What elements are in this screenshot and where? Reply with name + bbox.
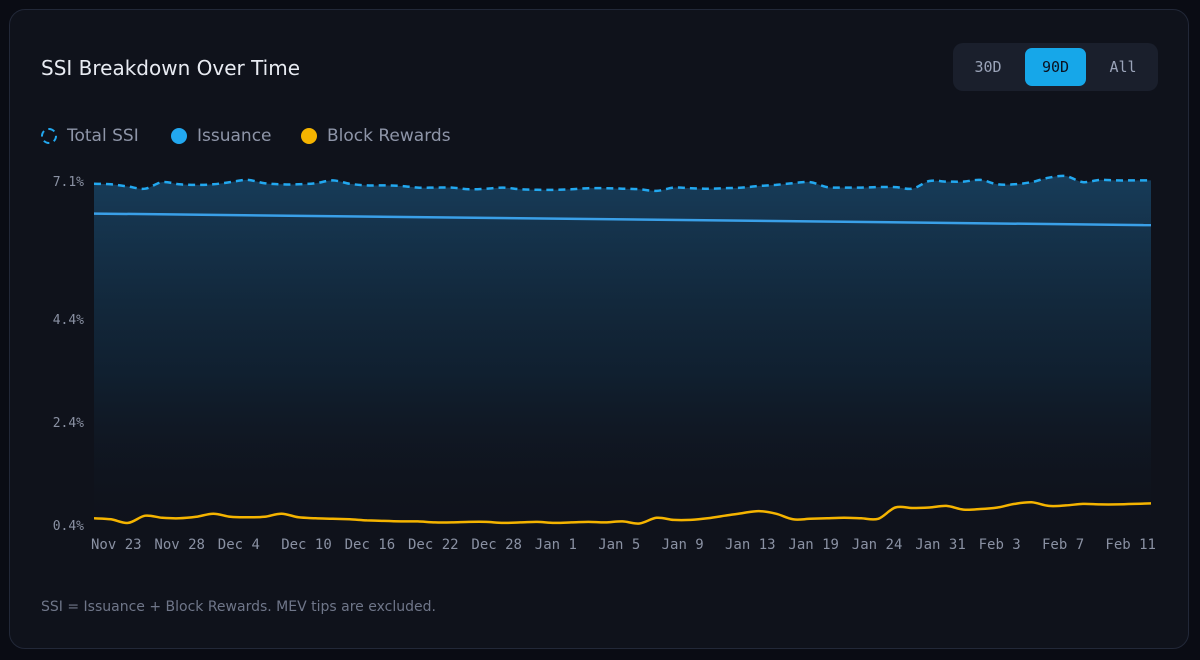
legend-label: Issuance <box>197 126 272 146</box>
range-30d-button[interactable]: 30D <box>958 48 1018 86</box>
y-tick-label: 0.4% <box>53 519 84 534</box>
x-tick-label: Dec 16 <box>345 537 396 553</box>
total-ssi-line <box>94 174 1151 193</box>
dot-icon <box>301 128 317 144</box>
x-tick-label: Feb 11 <box>1105 537 1156 553</box>
x-tick-label: Nov 28 <box>154 537 205 553</box>
x-tick-label: Feb 17 <box>1169 537 1200 553</box>
x-tick-label: Jan 13 <box>725 537 776 553</box>
x-tick-label: Jan 5 <box>598 537 640 553</box>
block-rewards-line <box>94 500 1152 525</box>
dashed-ring-icon <box>41 128 57 144</box>
range-90d-button[interactable]: 90D <box>1025 48 1086 86</box>
x-tick-label: Feb 7 <box>1042 537 1084 553</box>
dot-icon <box>171 128 187 144</box>
legend-label: Total SSI <box>67 126 139 146</box>
range-all-button[interactable]: All <box>1093 48 1153 86</box>
x-tick-label: Jan 9 <box>662 537 704 553</box>
chart-title: SSI Breakdown Over Time <box>41 56 301 80</box>
footnote: SSI = Issuance + Block Rewards. MEV tips… <box>41 599 436 615</box>
x-tick-label: Jan 24 <box>852 537 903 553</box>
total-ssi-area <box>94 175 1151 539</box>
x-tick-label: Dec 4 <box>218 537 260 553</box>
x-tick-label: Feb 3 <box>979 537 1021 553</box>
x-tick-label: Dec 28 <box>471 537 522 553</box>
x-tick-label: Jan 31 <box>915 537 966 553</box>
legend-item-issuance[interactable]: Issuance <box>171 126 272 146</box>
x-tick-label: Dec 22 <box>408 537 459 553</box>
legend-label: Block Rewards <box>327 126 451 146</box>
x-tick-label: Nov 23 <box>91 537 142 553</box>
issuance-line <box>94 212 1152 227</box>
y-tick-label: 4.4% <box>53 313 84 328</box>
y-tick-label: 2.4% <box>53 416 84 431</box>
legend-item-total-ssi[interactable]: Total SSI <box>41 126 139 146</box>
x-tick-label: Jan 1 <box>535 537 577 553</box>
range-selector: 30D 90D All <box>953 43 1158 91</box>
y-tick-label: 7.1% <box>53 175 84 190</box>
legend-item-block-rewards[interactable]: Block Rewards <box>301 126 451 146</box>
x-tick-label: Jan 19 <box>788 537 839 553</box>
x-tick-label: Dec 10 <box>281 537 332 553</box>
